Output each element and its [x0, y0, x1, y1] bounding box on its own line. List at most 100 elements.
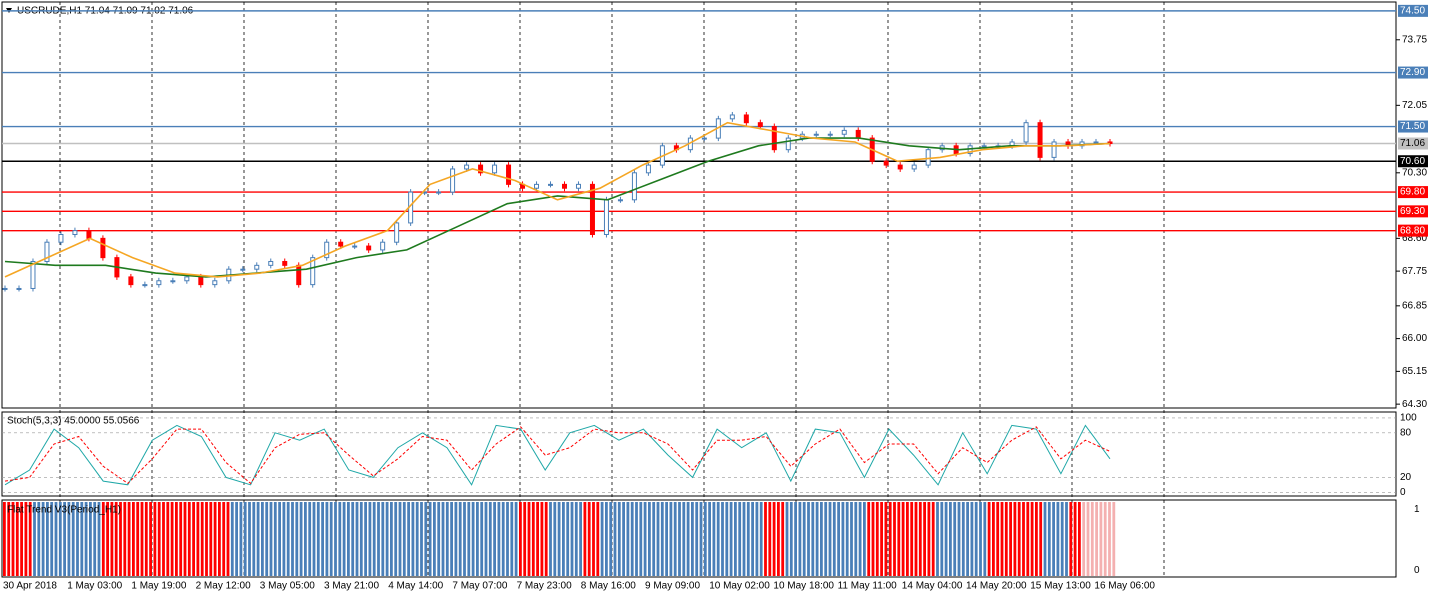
trend-bar: [918, 502, 922, 576]
stoch-line: [4, 424, 1111, 486]
trend-bar: [398, 502, 402, 576]
trend-bar: [1043, 502, 1047, 576]
y-tick-label: 0: [1400, 487, 1406, 498]
trend-bar: [811, 502, 815, 576]
stoch-title: Stoch(5,3,3) 45.0000 55.0566: [7, 416, 140, 427]
trend-bar: [209, 502, 213, 576]
candle: [701, 137, 707, 140]
trend-bar: [738, 502, 742, 576]
level-label-box: [1398, 205, 1428, 218]
trend-bar: [261, 502, 264, 576]
candle: [212, 280, 218, 286]
trend-bar: [635, 502, 638, 576]
trend-bar: [746, 502, 750, 576]
candle: [100, 237, 106, 259]
trend-bar: [243, 502, 247, 576]
trend-bar: [1103, 502, 1107, 576]
trend-bar: [136, 502, 140, 576]
trend-bar: [789, 502, 793, 576]
trend-bar: [673, 502, 677, 576]
trend-bar: [291, 502, 294, 576]
candle: [72, 230, 78, 235]
trend-bar: [966, 502, 969, 576]
trend-bar: [493, 502, 496, 576]
x-tick-label: 2 May 12:00: [196, 581, 251, 592]
trend-bar: [691, 502, 694, 576]
trend-bar: [949, 502, 952, 576]
trend-bar: [347, 502, 350, 576]
x-tick-label: 7 May 07:00: [452, 581, 507, 592]
trend-title: Flat Trend V3(Period_H1): [7, 505, 121, 516]
trend-bar: [226, 502, 230, 576]
trend-bar: [200, 502, 204, 576]
trend-bar: [183, 502, 187, 576]
trend-bar: [944, 502, 948, 576]
candle: [813, 133, 819, 136]
trend-bar: [506, 502, 509, 576]
trend-bar: [175, 502, 178, 576]
x-tick-label: 7 May 23:00: [517, 581, 572, 592]
candle: [450, 168, 456, 193]
trend-bar: [1069, 502, 1073, 576]
trend-bar: [364, 502, 367, 576]
trend-bar: [1013, 502, 1017, 576]
trend-bar: [114, 502, 118, 576]
level-label: 71.50: [1400, 121, 1425, 132]
trend-bar: [1052, 502, 1055, 576]
trend-bar: [660, 502, 664, 576]
trend-bar: [648, 502, 651, 576]
candle: [617, 199, 623, 202]
candle: [282, 260, 288, 266]
trend-bar: [458, 502, 462, 576]
trend-bar: [936, 502, 939, 576]
trend-bar: [729, 502, 733, 576]
trend-bar: [119, 502, 122, 576]
trend-bar: [127, 502, 131, 576]
candle: [981, 145, 987, 148]
trend-bar: [402, 502, 406, 576]
trend-bar: [166, 502, 170, 576]
trend-bar: [888, 502, 892, 576]
trend-bar: [742, 502, 746, 576]
trend-bar: [170, 502, 174, 576]
candle: [464, 164, 470, 170]
trend-bar: [1060, 502, 1064, 576]
trend-bar: [1108, 502, 1111, 576]
trend-bar: [880, 502, 883, 576]
trend-bar: [153, 502, 157, 576]
x-tick-label: 3 May 21:00: [324, 581, 379, 592]
level-label: 74.50: [1400, 6, 1425, 17]
trend-bar: [514, 502, 518, 576]
trend-bar: [906, 502, 909, 576]
trend-bar: [643, 502, 647, 576]
trend-bar: [957, 502, 961, 576]
trend-bar: [652, 502, 656, 576]
trend-bar: [777, 502, 780, 576]
trend-bar: [213, 502, 217, 576]
trend-bar: [299, 502, 303, 576]
trend-bar: [1112, 502, 1116, 576]
trend-bar: [609, 502, 613, 576]
trend-bar: [144, 502, 148, 576]
trend-bar: [230, 502, 234, 576]
trend-bar: [772, 502, 776, 576]
trend-bar: [407, 502, 410, 576]
trend-bar: [798, 502, 802, 576]
trend-bar: [596, 502, 600, 576]
trend-bar: [205, 502, 208, 576]
trend-bar: [1065, 502, 1068, 576]
trend-bar: [1078, 502, 1081, 576]
level-label-box: [1398, 66, 1428, 79]
trend-bar: [63, 502, 66, 576]
x-tick-label: 14 May 04:00: [902, 581, 963, 592]
trend-bar: [321, 502, 324, 576]
candle: [645, 164, 651, 174]
y-tick-label: 0: [1414, 565, 1420, 576]
candle: [925, 149, 931, 166]
trend-bar: [273, 502, 277, 576]
trend-bar: [501, 502, 505, 576]
trend-bar: [695, 502, 699, 576]
trend-bar: [1026, 502, 1030, 576]
trend-bar: [424, 502, 428, 576]
